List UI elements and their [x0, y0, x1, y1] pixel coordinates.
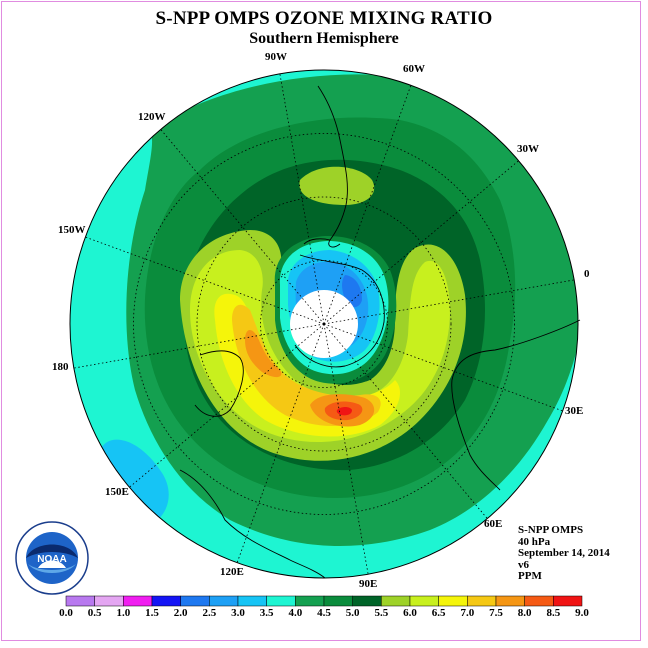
- contour-8.5-9.0: [336, 407, 352, 416]
- colorbar-tick-label: 1.0: [116, 607, 131, 619]
- colorbar-cell: [524, 595, 554, 607]
- figure-title: S-NPP OMPS OZONE MIXING RATIO: [155, 8, 493, 29]
- contour-7.5-8.0-a: [245, 329, 282, 378]
- colorbar-tick-label: 4.5: [317, 607, 331, 619]
- contour-3.0-3.5-patch: [100, 439, 169, 525]
- lon-label-90e: 90E: [359, 578, 378, 590]
- lon-label-30e: 30E: [565, 405, 584, 417]
- colorbar-tick-label: 7.0: [460, 607, 475, 619]
- colorbar-tick-label: 7.5: [489, 607, 503, 619]
- colorbar-tick-label: 0.0: [59, 607, 73, 619]
- lon-label-90w: 90W: [265, 51, 287, 63]
- colorbar-cell: [553, 595, 583, 607]
- colorbar-tick-label: 8.5: [546, 607, 561, 619]
- lon-label-60w: 60W: [403, 63, 425, 75]
- colorbar-cell: [209, 595, 239, 607]
- colorbar-cell: [123, 595, 153, 607]
- info-units: PPM: [518, 570, 542, 582]
- lon-label-180: 180: [52, 361, 69, 373]
- lon-label-30w: 30W: [517, 143, 539, 155]
- noaa-logo: NOAA: [15, 521, 89, 595]
- antarctic-peninsula-coast: [303, 238, 331, 245]
- colorbar-cell: [237, 595, 267, 607]
- colorbar-cell: [295, 595, 325, 607]
- info-date: September 14, 2014: [518, 547, 610, 559]
- colorbar-tick-label: 4.0: [288, 607, 303, 619]
- colorbar-cell: [323, 595, 353, 607]
- map-border: [69, 69, 579, 579]
- coastlines: [179, 85, 581, 579]
- colorbar-cell: [381, 595, 411, 607]
- australia-coast: [179, 469, 326, 579]
- latitude-circle: [196, 196, 452, 452]
- colorbar-cell: [467, 595, 497, 607]
- lon-label-0: 0: [584, 268, 590, 280]
- colorbar-tick-label: 5.0: [345, 607, 360, 619]
- colorbar-cell: [352, 595, 382, 607]
- colorbar-tick-label: 3.0: [231, 607, 245, 619]
- colorbar-cell: [94, 595, 124, 607]
- colorbar-tick-label: 6.5: [431, 607, 446, 619]
- colorbar-tick-label: 2.0: [173, 607, 188, 619]
- colorbar-cell: [65, 595, 95, 607]
- info-level: 40 hPa: [518, 535, 551, 548]
- colorbar-tick-labels: 0.0 0.5 1.0 1.5 2.0 2.5 3.0 3.5 4.0 4.5 5.0 5.5 6.0 6…: [0, 607, 648, 621]
- latitude-circle: [133, 133, 515, 515]
- colorbar-tick-label: 9.0: [575, 607, 589, 619]
- antarctica-coast: [294, 254, 385, 368]
- colorbar-tick-label: 5.5: [374, 607, 389, 619]
- colorbar-cell: [409, 595, 439, 607]
- colorbar-tick-label: 8.0: [517, 607, 532, 619]
- figure-subtitle: Southern Hemisphere: [249, 30, 399, 47]
- contour-5.5-6.0-blob: [299, 166, 375, 205]
- colorbar-cell: [151, 595, 181, 607]
- colorbar-tick-label: 1.5: [145, 607, 159, 619]
- info-version: v6: [518, 558, 529, 571]
- lon-label-60e: 60E: [484, 518, 503, 530]
- colorbar-tick-label: 6.0: [403, 607, 417, 619]
- info-block: S-NPP OMPS 40 hPa September 14, 2014 v6 …: [518, 524, 610, 583]
- colorbar-cell: [266, 595, 296, 607]
- colorbar-tick-label: 0.5: [87, 607, 102, 619]
- info-instrument: S-NPP OMPS: [518, 524, 584, 536]
- lon-label-120w: 120W: [138, 111, 166, 123]
- colorbar-cell: [438, 595, 468, 607]
- graticule: [73, 73, 575, 575]
- colorbar-tick-label: 3.5: [259, 607, 274, 619]
- colorbar-cell: [495, 595, 525, 607]
- logo-text: NOAA: [37, 554, 66, 565]
- colorbar-cell: [180, 595, 210, 607]
- figure-frame: [1, 1, 641, 641]
- africa-coast: [451, 319, 581, 491]
- lon-label-120e: 120E: [220, 566, 244, 578]
- lon-label-150w: 150W: [58, 224, 86, 236]
- south-america-coast: [317, 85, 348, 248]
- new-zealand-coast: [194, 350, 244, 417]
- lon-label-150e: 150E: [105, 486, 129, 498]
- latitude-circle: [260, 260, 388, 388]
- colorbar-tick-label: 2.5: [202, 607, 217, 619]
